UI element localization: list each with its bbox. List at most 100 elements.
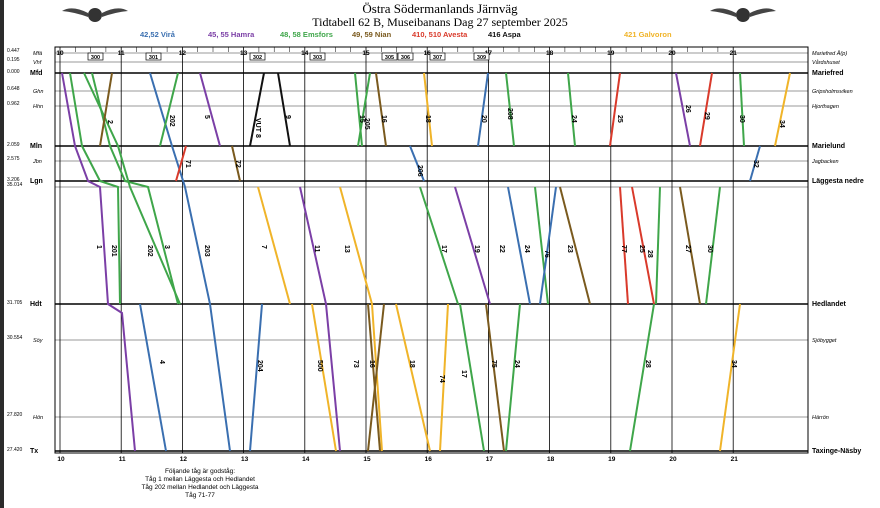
station-km: 0.195 <box>7 57 20 63</box>
train-number-label: 2 <box>106 120 113 124</box>
hour-label-top: 14 <box>301 50 309 57</box>
train-number-label: 201 <box>110 245 117 257</box>
hour-label-top: 21 <box>730 50 738 57</box>
page-title: Östra Södermanlands Järnväg <box>362 1 518 16</box>
train-number-label: 34 <box>778 120 785 128</box>
hour-label-bottom: 11 <box>119 456 126 463</box>
train-line-19 <box>454 186 491 305</box>
train-line-29 <box>699 72 713 147</box>
train-line-201 <box>69 72 121 305</box>
train-number-label: 74 <box>438 375 445 383</box>
train-number-label: 25 <box>616 115 623 123</box>
legend-item: 421 Galvoron <box>624 30 672 39</box>
train-line-7 <box>257 186 291 305</box>
train-line-204 <box>249 303 263 452</box>
train-line-205 <box>357 72 371 147</box>
train-line-30 <box>705 186 721 305</box>
station-name: Vårdshuset <box>812 59 840 66</box>
footnote-line: Tåg 1 mellan Läggesta och Hedlandet <box>145 476 255 483</box>
train-number-label: 18 <box>408 360 415 368</box>
train-number-label: 202 <box>168 115 175 127</box>
train-line-17 <box>459 303 485 452</box>
train-number-label: 15 <box>358 115 365 123</box>
train-line-24 <box>505 303 521 452</box>
station-name: Jagbacken <box>811 159 839 165</box>
boxed-train-number <box>473 52 490 61</box>
left-edge-strip <box>0 0 4 508</box>
train-number-label: 202 <box>146 245 153 257</box>
train-number-label: 17 <box>460 370 467 378</box>
station-abbr: Mfd <box>30 70 42 77</box>
footnote-line: Följande tåg är godståg: <box>164 468 236 475</box>
station-km: 0.648 <box>7 86 20 92</box>
train-line-76 <box>539 186 557 305</box>
train-line-74 <box>439 303 449 452</box>
train-line-77 <box>619 186 629 305</box>
boxed-train-label: 303 <box>313 55 322 61</box>
station-abbr: Mln <box>30 143 42 150</box>
train-number-label: 76 <box>543 250 550 258</box>
station-km: 2.575 <box>7 156 20 162</box>
hour-label-bottom: 15 <box>363 456 371 463</box>
train-number-label: 9 <box>284 115 291 119</box>
train-line-16 <box>375 72 387 147</box>
train-number-label: 27 <box>684 245 691 253</box>
station-name: Hedlandet <box>812 301 847 308</box>
train-line-28 <box>655 186 661 305</box>
hour-label-top: 15 <box>362 50 370 57</box>
boxed-train-label: 306 <box>401 55 410 61</box>
station-name: Hjorthagen <box>812 104 839 110</box>
train-number-label: 32 <box>752 160 759 168</box>
train-line-9 <box>277 72 291 147</box>
train-number-label: 203 <box>203 245 210 257</box>
station-name: Mariefred Å(p) <box>812 50 847 57</box>
station-km: 0.962 <box>7 101 20 107</box>
hour-label-bottom: 19 <box>608 456 616 463</box>
hour-label-bottom: 17 <box>486 456 494 463</box>
boxed-train-number <box>145 52 162 61</box>
train-line-18 <box>423 72 433 147</box>
station-name: Härrön <box>812 415 829 421</box>
boxed-train-label: 307 <box>433 55 442 61</box>
station-abbr: Hhn <box>33 104 43 110</box>
train-line-18 <box>395 303 431 452</box>
train-number-label: 205 <box>363 118 370 130</box>
train-number-label: 7 <box>260 245 267 249</box>
train-number-label: 13 <box>343 245 350 253</box>
train-number-label: 77 <box>620 245 627 253</box>
graph-frame <box>54 46 809 454</box>
train-number-label: 71 <box>184 160 191 168</box>
hour-label-bottom: 12 <box>180 456 188 463</box>
footnote-line: Tåg 202 mellan Hedlandet och Läggesta <box>141 484 259 491</box>
train-line-11 <box>299 186 341 452</box>
train-number-label: 500 <box>316 360 323 372</box>
boxed-train-number <box>87 52 104 61</box>
train-number-label: 28 <box>646 250 653 258</box>
station-name: Taxinge-Näsby <box>812 448 861 455</box>
train-number-label: 23 <box>566 245 573 253</box>
station-km: 0.447 <box>7 48 20 54</box>
train-line-34 <box>774 72 791 147</box>
station-abbr: Ghn <box>33 89 43 95</box>
train-line-24 <box>534 186 549 305</box>
legend-item: 48, 58 Emsfors <box>280 30 333 39</box>
station-name: Sjöbygget <box>812 338 837 344</box>
train-line-206 <box>409 145 425 182</box>
train-line-4 <box>139 303 167 452</box>
station-abbr: Hdt <box>30 301 42 308</box>
train-number-label: 204 <box>256 360 263 372</box>
station-abbr: Jbn <box>32 159 42 165</box>
hour-label-bottom: 18 <box>547 456 555 463</box>
train-line-500 <box>311 303 337 452</box>
train-line-28 <box>629 303 655 452</box>
hour-label-bottom: 20 <box>669 456 677 463</box>
train-line-34 <box>719 303 741 452</box>
legend-item: 49, 59 Nian <box>352 30 392 39</box>
train-number-label: 11 <box>313 245 320 253</box>
train-line-25 <box>609 72 621 147</box>
train-number-label: 20 <box>480 115 487 123</box>
graph-grid <box>54 46 809 454</box>
train-line-32 <box>749 145 761 182</box>
